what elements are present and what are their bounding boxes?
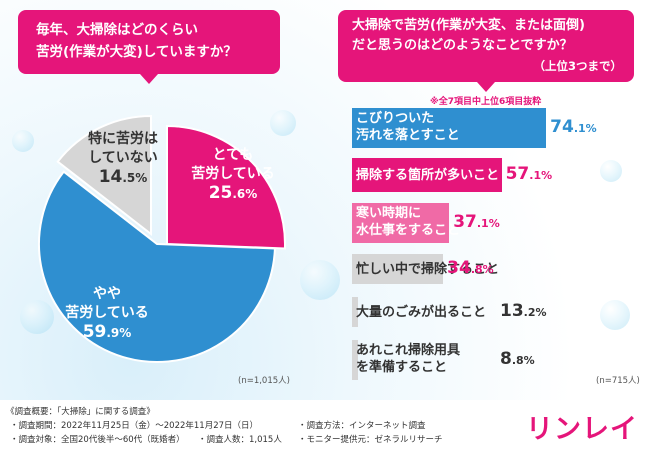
bar-value-label: 74.1%: [550, 117, 597, 137]
bar-row: あれこれ掃除用具 を準備すること 8.8%: [352, 340, 632, 380]
survey-target: ・調査対象：全国20代後半～60代（既婚者）: [10, 435, 185, 445]
bubble-decoration: [600, 300, 630, 330]
bubble-decoration: [600, 160, 622, 182]
survey-overview: 《調査概要：「大掃除」に関する調査》: [6, 407, 155, 417]
pie-slice: [56, 114, 152, 237]
pie-slice: [166, 124, 286, 250]
bubble-decoration: [270, 110, 296, 136]
pie-label-line2: 苦労している: [65, 305, 149, 321]
right-question-subnote: （上位3つまで）: [533, 59, 622, 73]
survey-method: ・調査方法：インターネット調査: [298, 421, 426, 431]
survey-people: ・調査人数：1,015人: [198, 435, 282, 445]
right-question-header: 大掃除で苦労(作業が大変、または面倒) だと思うのはどのようなことですか？ （上…: [338, 10, 634, 92]
footer: 《調査概要：「大掃除」に関する調査》 ・調査期間：2022年11月25日（金）～…: [0, 400, 650, 450]
left-question-header: 毎年、大掃除はどのくらい 苦労(作業が大変)していますか？: [18, 10, 280, 84]
bar: [352, 203, 450, 243]
bar: [352, 108, 547, 148]
bar-value-label: 57.1%: [505, 164, 553, 184]
right-question-line1: 大掃除で苦労(作業が大変、または面倒): [352, 18, 585, 33]
left-question-line2: 苦労(作業が大変)していますか？: [36, 44, 237, 60]
pie-label-line1: 特に苦労は: [88, 131, 158, 147]
bar: [352, 340, 548, 380]
brand-logo: リンレイ: [526, 414, 638, 445]
bar-label: 寒い時期に 水仕事をすること: [356, 206, 461, 238]
left-question-text: 毎年、大掃除はどのくらい 苦労(作業が大変)していますか？: [36, 19, 237, 63]
bar-row: こびりついた 汚れを落とすこと 74.1%: [352, 108, 632, 148]
pie-value-label: 14.5%: [98, 167, 148, 187]
right-sample-size: (n=715人): [596, 376, 640, 386]
bubble-decoration: [300, 260, 340, 300]
pie-slice-label: 特に苦労はしていない 14.5%: [68, 130, 178, 188]
right-question-text: 大掃除で苦労(作業が大変、または面倒) だと思うのはどのようなことですか？: [352, 16, 585, 56]
survey-period: ・調査期間：2022年11月25日（金）～2022年11月27日（日）: [10, 421, 259, 431]
pie-slice-label: やや苦労している 59.9%: [52, 285, 162, 343]
bar-row: 大量のごみが出ること 13.2%: [352, 297, 632, 327]
bar-row: 掃除する箇所が多いこと 57.1%: [352, 158, 632, 192]
bar-label: あれこれ掃除用具 を準備すること: [356, 343, 461, 375]
pie-label-line1: やや: [93, 286, 121, 302]
pie-label-line2: していない: [88, 150, 158, 166]
pie-slice-label: とても苦労している 25.6%: [178, 146, 288, 204]
selection-note: ※全7項目中上位6項目抜粋: [430, 97, 542, 107]
bar-row: 寒い時期に 水仕事をすること 37.1%: [352, 203, 632, 243]
bar-value-label: 13.2%: [500, 301, 547, 321]
bar: [352, 297, 548, 327]
bubble-decoration: [20, 300, 54, 334]
pie-slice: [38, 170, 276, 363]
right-question-line2: だと思うのはどのようなことですか？: [352, 38, 573, 53]
bar-label: 忙しい中で掃除すること: [356, 261, 500, 277]
pie-value-label: 25.6%: [208, 183, 258, 203]
bar-value-label: 37.1%: [453, 212, 500, 232]
bar-label: こびりついた 汚れを落とすこと: [356, 111, 460, 143]
left-sample-size: (n=1,015人): [238, 376, 290, 386]
left-question-line1: 毎年、大掃除はどのくらい: [36, 22, 198, 38]
bar-value-label: 34.8%: [447, 258, 494, 278]
bar-label: 大量のごみが出ること: [356, 304, 487, 320]
bar-label: 掃除する箇所が多いこと: [356, 167, 500, 183]
survey-provider: ・モニター提供元：ゼネラルリサーチ: [298, 435, 443, 445]
pie-label-line1: とても: [212, 147, 254, 163]
pie-value-label: 59.9%: [82, 322, 132, 342]
bar: [352, 158, 502, 192]
bar-value-label: 8.8%: [500, 349, 535, 369]
pie-label-line2: 苦労している: [191, 166, 275, 182]
bubble-decoration: [12, 130, 34, 152]
bar-row: 忙しい中で掃除すること 34.8%: [352, 254, 632, 284]
bar: [352, 254, 444, 284]
